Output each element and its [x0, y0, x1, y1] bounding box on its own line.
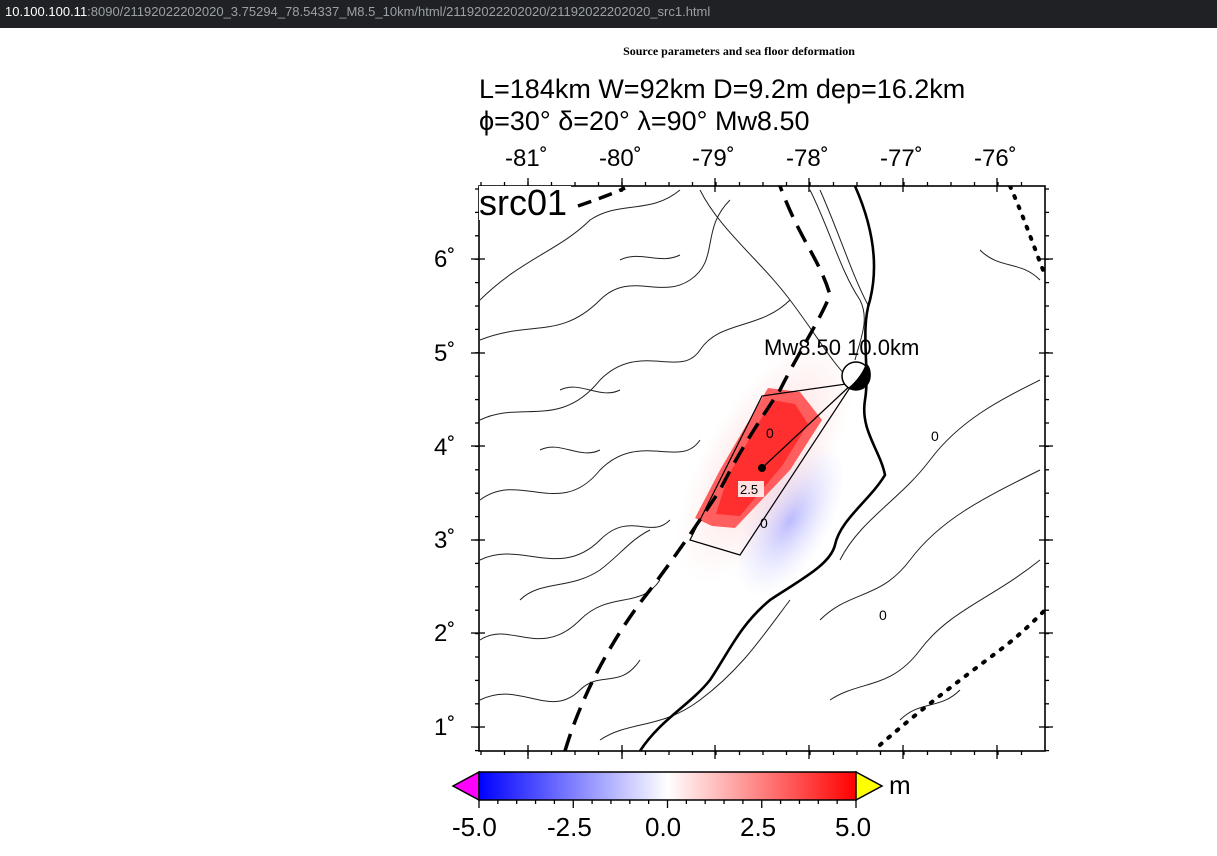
- url-path: :8090/21192022202020_3.75294_78.54337_M8…: [87, 4, 711, 19]
- contour-label-zero-3: 0: [879, 607, 887, 623]
- colorbar-under-arrow: [451, 770, 480, 802]
- plate-boundary-south: [878, 608, 1045, 747]
- trench-line-north: [577, 186, 626, 208]
- lon-tick-label: -77˚: [880, 145, 923, 172]
- browser-url-bar[interactable]: 10.100.100.11:8090/21192022202020_3.7529…: [0, 0, 1217, 28]
- lat-tick-label: 1˚: [434, 714, 456, 741]
- source-parameters-line-1: L=184km W=92km D=9.2m dep=16.2km: [479, 74, 966, 104]
- page-title: Source parameters and sea floor deformat…: [623, 44, 855, 58]
- colorbar-tick-label: -5.0: [452, 812, 497, 842]
- lon-tick-label: -79˚: [692, 145, 735, 172]
- plate-boundary-north: [1008, 186, 1045, 277]
- map-frame-ticks: [471, 178, 1053, 759]
- lat-tick-label: 3˚: [434, 527, 456, 554]
- lon-tick-label: -78˚: [786, 145, 829, 172]
- map-frame: [478, 185, 1046, 752]
- fault-strike-line: [761, 382, 854, 469]
- fault-plane-outline: [689, 382, 855, 556]
- contour-label-uplift: 2.5: [740, 482, 759, 497]
- colorbar-tick-label: 2.5: [740, 812, 777, 842]
- colorbar-tick-label: 5.0: [835, 812, 872, 842]
- lon-tick-label: -80˚: [599, 145, 642, 172]
- contour-label-zero-4: 0: [766, 425, 774, 441]
- source-parameters-line-2: ϕ=30° δ=20° λ=90° Mw8.50: [479, 106, 810, 136]
- lon-tick-label: -76˚: [974, 145, 1017, 172]
- lat-tick-label: 2˚: [434, 620, 456, 647]
- coastline: [638, 186, 887, 751]
- colorbar-ticks: [478, 800, 857, 808]
- bathymetry-contours: [479, 189, 1041, 741]
- colorbar-tick-label: 0.0: [645, 812, 682, 842]
- lat-tick-label: 5˚: [434, 340, 456, 367]
- lon-tick-label: -81˚: [505, 145, 548, 172]
- panel-label: src01: [479, 185, 572, 221]
- contour-label-zero-2: 0: [931, 428, 939, 444]
- lat-tick-label: 4˚: [434, 434, 456, 461]
- contour-label-zero-1: 0: [760, 515, 768, 531]
- lat-tick-label: 6˚: [434, 246, 456, 273]
- epicenter-label: Mw8.50 10.0km: [764, 335, 920, 360]
- hypocenter-marker: [758, 464, 766, 472]
- colorbar-tick-label: -2.5: [547, 812, 592, 842]
- trench-line: [563, 186, 832, 751]
- focal-mechanism-beachball: [841, 361, 871, 391]
- contour-label-bg: [738, 481, 764, 497]
- url-host: 10.100.100.11: [5, 4, 88, 19]
- colorbar-unit-label: m: [889, 770, 911, 800]
- colorbar-gradient: [478, 771, 857, 801]
- colorbar-over-arrow: [855, 770, 884, 802]
